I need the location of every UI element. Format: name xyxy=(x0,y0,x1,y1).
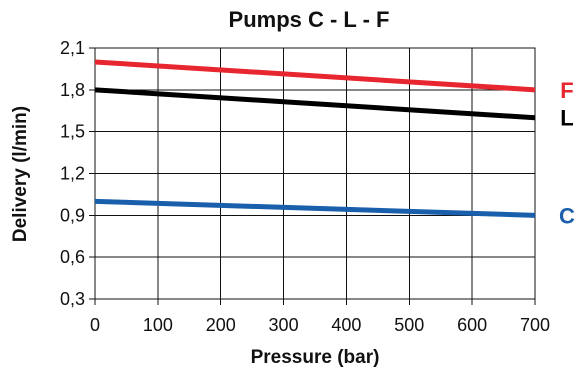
x-tick-label: 300 xyxy=(269,315,299,335)
x-tick-label: 400 xyxy=(331,315,361,335)
series-label-c: C xyxy=(559,203,575,228)
x-tick-label: 100 xyxy=(143,315,173,335)
series-line-f xyxy=(94,59,536,93)
x-tick-label: 700 xyxy=(520,315,550,335)
plot-frame xyxy=(94,47,536,300)
y-tick-label: 0,9 xyxy=(60,205,85,225)
y-tick-label: 0,6 xyxy=(60,247,85,267)
x-axis-label: Pressure (bar) xyxy=(251,347,380,368)
x-tick-label: 500 xyxy=(394,315,424,335)
series-line-c xyxy=(94,198,536,218)
series-lines xyxy=(94,59,536,218)
series-line-l xyxy=(94,87,536,121)
chart-title: Pumps C - L - F xyxy=(229,7,390,32)
y-tick-label: 0,3 xyxy=(60,289,85,309)
x-tick-label: 200 xyxy=(206,315,236,335)
y-tick-label: 1,8 xyxy=(60,80,85,100)
x-tick-label: 600 xyxy=(457,315,487,335)
x-tick-label: 0 xyxy=(90,315,100,335)
series-label-f: F xyxy=(560,78,573,103)
series-labels: FL C xyxy=(559,78,575,228)
x-axis-ticks: 0 100 200 300 400 500 600 700 xyxy=(90,315,550,335)
series-label-l: L xyxy=(560,106,573,131)
y-tick-label: 2,1 xyxy=(60,38,85,58)
y-tick-label: 1,2 xyxy=(60,164,85,184)
y-axis-ticks: 0,3 0,6 0,9 1,2 1,5 1,8 2,1 xyxy=(60,38,85,309)
grid xyxy=(89,47,536,305)
y-axis-label: Delivery (l/min) xyxy=(10,106,31,242)
y-tick-label: 1,5 xyxy=(60,122,85,142)
